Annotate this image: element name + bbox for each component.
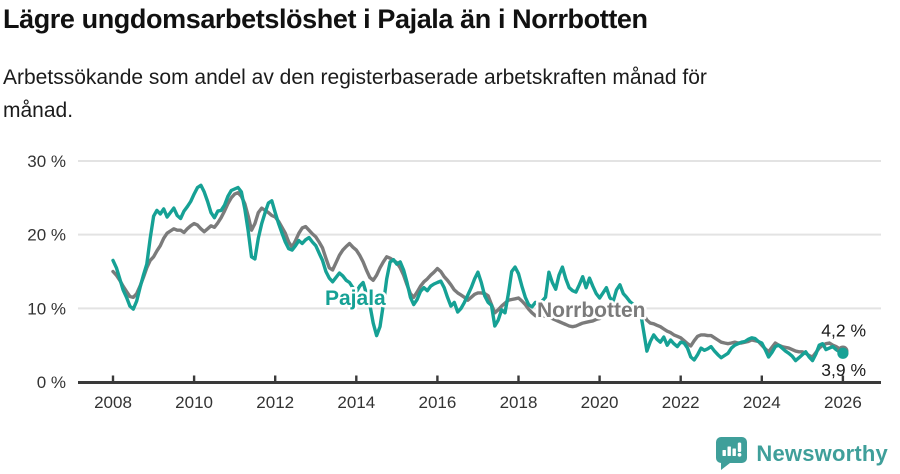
newsworthy-logo: Newsworthy (716, 437, 888, 470)
newsworthy-brand-text: Newsworthy (756, 440, 888, 466)
series-line-norrbotten (111, 190, 845, 359)
page-title: Lägre ungdomsarbetslöshet i Pajala än i … (3, 4, 648, 34)
end-dot-pajala (837, 347, 849, 359)
page-subtitle: Arbetssökande som andel av den registerb… (3, 66, 707, 122)
x-axis-tick-label: 2008 (94, 393, 132, 412)
y-axis-tick-label: 10 % (27, 299, 66, 318)
series-label-norrbotten: Norrbotten (537, 299, 646, 322)
x-axis-tick-label: 2024 (743, 393, 781, 412)
x-axis-tick-label: 2022 (662, 393, 700, 412)
y-axis-tick-label: 0 % (37, 373, 66, 392)
x-axis-tick-label: 2026 (824, 393, 862, 412)
series-line-pajala (111, 183, 845, 363)
x-axis-tick-label: 2012 (256, 393, 294, 412)
y-axis-tick-label: 20 % (27, 226, 66, 245)
x-axis-tick-label: 2016 (418, 393, 456, 412)
x-axis-tick-label: 2010 (175, 393, 213, 412)
end-value-label-pajala: 3,9 % (821, 360, 866, 380)
x-axis-tick-label: 2014 (337, 393, 375, 412)
series-label-pajala: Pajala (325, 287, 386, 310)
y-axis-tick-label: 30 % (27, 152, 66, 171)
end-value-label-norrbotten: 4,2 % (821, 321, 866, 341)
newsworthy-icon (716, 437, 748, 470)
x-axis-tick-label: 2020 (581, 393, 619, 412)
x-axis-tick-label: 2018 (500, 393, 538, 412)
line-chart: 30 % 20 % 10 % 0 % 2008 2010 2012 2014 2016 2018 2… (27, 152, 881, 412)
